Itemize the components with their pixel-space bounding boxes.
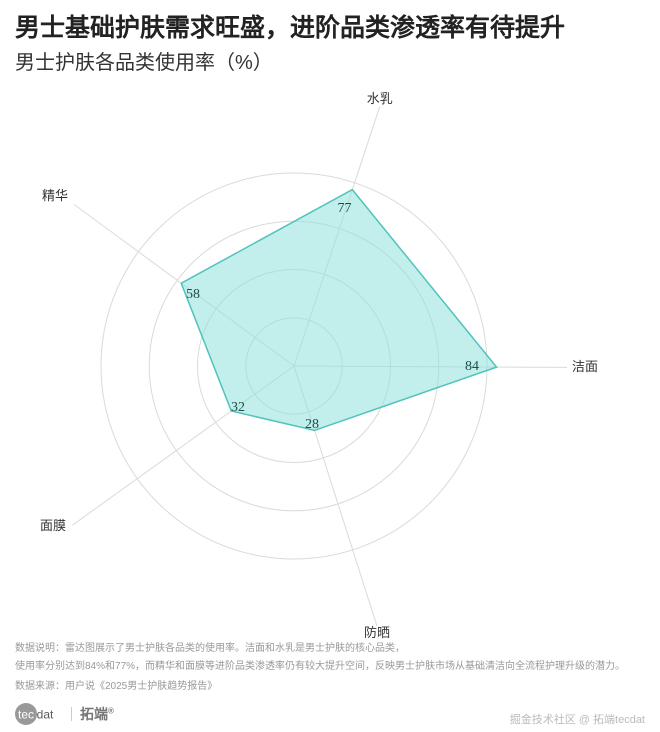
svg-text:84: 84 — [465, 359, 479, 374]
svg-text:精华: 精华 — [42, 188, 68, 203]
svg-text:58: 58 — [186, 287, 200, 302]
svg-text:面膜: 面膜 — [40, 518, 66, 533]
svg-text:dat: dat — [37, 708, 54, 722]
svg-text:77: 77 — [338, 201, 352, 216]
svg-text:tec: tec — [18, 708, 34, 722]
svg-text:28: 28 — [305, 417, 319, 432]
svg-text:洁面: 洁面 — [572, 359, 598, 374]
svg-text:防晒: 防晒 — [364, 625, 390, 640]
svg-text:水乳: 水乳 — [367, 91, 393, 106]
svg-text:32: 32 — [231, 400, 245, 415]
